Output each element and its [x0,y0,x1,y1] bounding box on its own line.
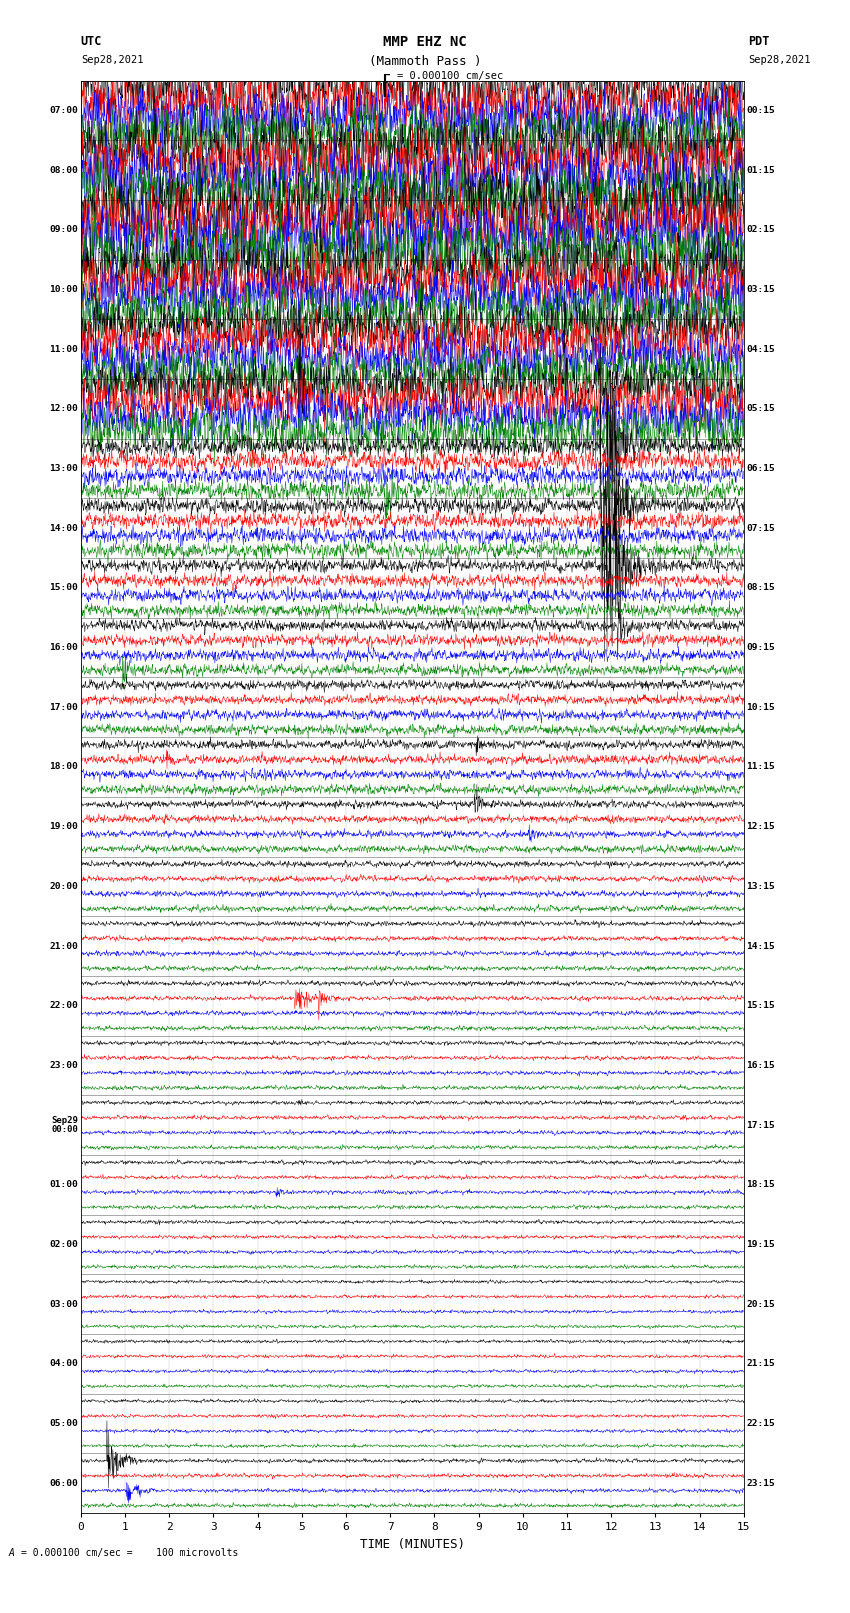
Text: 20:00: 20:00 [49,882,78,890]
Text: 23:00: 23:00 [49,1061,78,1069]
Text: = 0.000100 cm/sec =    100 microvolts: = 0.000100 cm/sec = 100 microvolts [21,1548,239,1558]
Text: 11:15: 11:15 [746,763,775,771]
Text: 12:15: 12:15 [746,823,775,831]
Text: = 0.000100 cm/sec: = 0.000100 cm/sec [397,71,503,81]
Text: 08:15: 08:15 [746,584,775,592]
Text: 11:00: 11:00 [49,345,78,353]
Text: 21:00: 21:00 [49,942,78,950]
Text: 06:15: 06:15 [746,465,775,473]
Text: 05:15: 05:15 [746,405,775,413]
Text: 18:00: 18:00 [49,763,78,771]
Text: 17:00: 17:00 [49,703,78,711]
Text: Sep29: Sep29 [51,1116,78,1124]
Text: 00:15: 00:15 [746,106,775,115]
Text: 01:00: 01:00 [49,1181,78,1189]
X-axis label: TIME (MINUTES): TIME (MINUTES) [360,1537,465,1550]
Text: 09:15: 09:15 [746,644,775,652]
Text: 20:15: 20:15 [746,1300,775,1308]
Text: (Mammoth Pass ): (Mammoth Pass ) [369,55,481,68]
Text: 03:00: 03:00 [49,1300,78,1308]
Text: 22:00: 22:00 [49,1002,78,1010]
Text: Sep28,2021: Sep28,2021 [748,55,811,65]
Text: 04:00: 04:00 [49,1360,78,1368]
Text: 06:00: 06:00 [49,1479,78,1487]
Text: 22:15: 22:15 [746,1419,775,1428]
Text: 14:15: 14:15 [746,942,775,950]
Text: 21:15: 21:15 [746,1360,775,1368]
Text: PDT: PDT [748,35,769,48]
Text: 08:00: 08:00 [49,166,78,174]
Text: 02:00: 02:00 [49,1240,78,1248]
Text: A: A [8,1548,14,1558]
Text: UTC: UTC [81,35,102,48]
Text: 10:15: 10:15 [746,703,775,711]
Text: 15:15: 15:15 [746,1002,775,1010]
Text: 23:15: 23:15 [746,1479,775,1487]
Text: 03:15: 03:15 [746,286,775,294]
Text: 05:00: 05:00 [49,1419,78,1428]
Text: 01:15: 01:15 [746,166,775,174]
Text: 16:00: 16:00 [49,644,78,652]
Text: 13:00: 13:00 [49,465,78,473]
Text: MMP EHZ NC: MMP EHZ NC [383,35,467,50]
Text: 12:00: 12:00 [49,405,78,413]
Text: 19:00: 19:00 [49,823,78,831]
Text: 02:15: 02:15 [746,226,775,234]
Text: 07:15: 07:15 [746,524,775,532]
Text: 19:15: 19:15 [746,1240,775,1248]
Text: 04:15: 04:15 [746,345,775,353]
Text: 14:00: 14:00 [49,524,78,532]
Text: 00:00: 00:00 [51,1126,78,1134]
Text: 13:15: 13:15 [746,882,775,890]
Text: Sep28,2021: Sep28,2021 [81,55,144,65]
Text: 17:15: 17:15 [746,1121,775,1129]
Text: 10:00: 10:00 [49,286,78,294]
Text: 09:00: 09:00 [49,226,78,234]
Text: 16:15: 16:15 [746,1061,775,1069]
Text: 18:15: 18:15 [746,1181,775,1189]
Text: 07:00: 07:00 [49,106,78,115]
Text: 15:00: 15:00 [49,584,78,592]
